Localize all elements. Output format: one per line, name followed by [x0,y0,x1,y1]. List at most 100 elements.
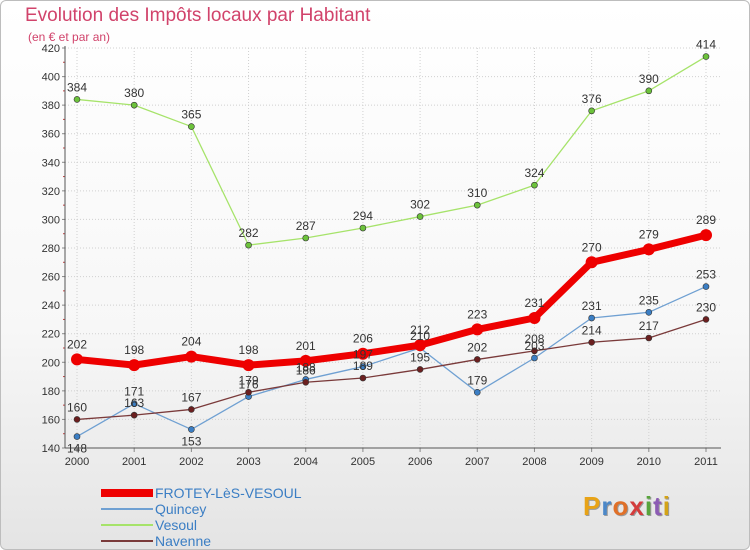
data-point [130,101,138,109]
data-point [588,314,595,322]
data-label-navenne: 189 [353,359,373,373]
data-label-vesoul: 324 [524,166,544,180]
series-line [76,285,707,438]
y-tick-label: 180 [42,386,60,398]
x-tick-label: 2011 [694,456,718,468]
data-label-vesoul: 310 [467,186,487,200]
y-tick-label: 160 [42,414,60,426]
y-tick-label: 360 [42,129,60,141]
x-tick-label: 2000 [65,456,89,468]
data-point [245,388,252,396]
data-label-vesoul: 390 [639,72,659,86]
chart-title: Evolution des Impôts locaux par Habitant [25,5,371,26]
data-point [471,323,484,336]
data-point [302,234,310,242]
x-tick-label: 2009 [579,456,603,468]
data-label-vesoul: 302 [410,198,430,212]
data-point [588,107,595,115]
data-point [130,400,138,408]
y-tick-label: 240 [42,300,60,312]
data-label-navenne: 167 [181,390,201,404]
data-label-quincey: 203 [524,339,544,353]
data-label-frotey-l-s-vesoul: 212 [410,323,430,337]
data-label-quincey: 148 [67,442,87,456]
data-label-quincey: 153 [181,434,201,448]
legend-swatch [101,489,153,497]
data-label-navenne: 179 [239,373,259,387]
data-label-vesoul: 376 [582,92,602,106]
y-tick-label: 260 [42,272,60,284]
data-label-navenne: 214 [582,323,602,337]
data-point [359,363,367,370]
data-label-navenne: 230 [696,300,716,314]
data-point [473,388,481,396]
data-label-vesoul: 414 [696,38,716,52]
data-point [473,356,481,363]
data-point [585,256,598,269]
data-label-quincey: 171 [124,385,144,399]
data-point [642,243,655,256]
data-point [702,316,710,323]
data-point [531,347,538,355]
data-label-vesoul: 384 [67,80,87,94]
x-tick-label: 2001 [122,456,146,468]
data-point [531,354,538,362]
data-point [645,87,653,95]
data-point [702,53,710,60]
data-point [73,416,81,423]
data-label-navenne: 186 [296,363,316,377]
data-point [702,283,710,290]
data-point [414,339,427,352]
data-label-navenne: 217 [639,319,659,333]
legend-swatch [101,524,153,526]
data-label-frotey-l-s-vesoul: 198 [239,343,259,357]
series-navenne [73,316,710,423]
data-label-quincey: 188 [296,360,316,374]
data-label-frotey-l-s-vesoul: 289 [696,213,716,227]
data-point [188,406,195,413]
data-label-navenne: 208 [524,332,544,346]
data-label-frotey-l-s-vesoul: 223 [467,307,487,321]
proxiti-logo: Proxiti [583,491,671,521]
data-point [299,354,312,367]
legend-swatch [101,508,153,510]
y-tick-label: 400 [42,72,60,84]
data-label-frotey-l-s-vesoul: 270 [582,240,602,254]
data-point [359,374,367,382]
y-tick-label: 280 [42,243,60,255]
y-tick-label: 200 [42,357,60,369]
data-label-quincey: 210 [410,329,430,343]
series-line [76,231,707,369]
data-point [645,308,653,316]
data-label-frotey-l-s-vesoul: 206 [353,332,373,346]
y-tick-label: 380 [42,100,60,112]
data-point [185,350,198,363]
data-label-quincey: 235 [639,293,659,307]
y-tick-label: 300 [42,214,60,226]
data-point [645,334,653,342]
legend-label: Navenne [155,533,212,549]
series-line [76,318,707,421]
data-label-vesoul: 294 [353,209,373,223]
x-tick-label: 2002 [179,456,203,468]
data-label-frotey-l-s-vesoul: 231 [524,296,544,310]
x-tick-label: 2010 [637,456,661,468]
legend-swatch [101,540,153,542]
data-point [188,426,195,433]
data-label-frotey-l-s-vesoul: 204 [181,335,201,349]
x-tick-label: 2003 [236,456,260,468]
data-label-frotey-l-s-vesoul: 279 [639,227,659,241]
data-point [528,312,541,324]
data-point [416,366,424,373]
data-point [73,96,81,103]
data-label-quincey: 176 [239,378,259,392]
data-label-frotey-l-s-vesoul: 202 [67,337,87,351]
series-vesoul [73,53,710,249]
data-point [588,338,595,346]
data-point [242,359,255,372]
data-point [128,359,141,372]
data-point [416,213,424,220]
data-label-vesoul: 282 [239,226,259,240]
